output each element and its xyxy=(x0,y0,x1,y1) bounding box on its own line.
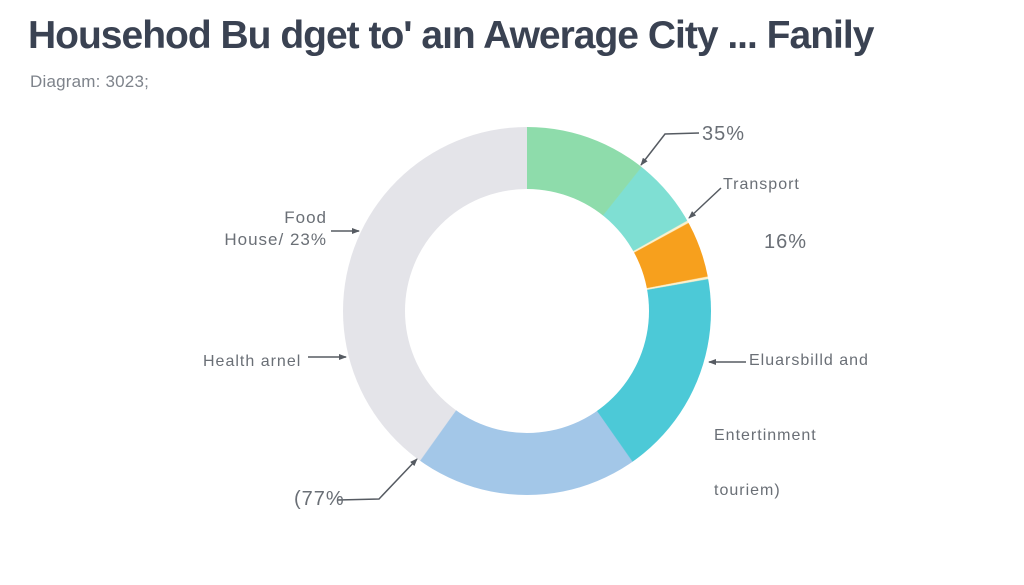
callout-arrow-77pct xyxy=(337,458,418,501)
callout-label-touriem: touriem) xyxy=(714,482,781,499)
callout-label-eluarsbilld: Eluarsbilld and xyxy=(749,352,869,369)
callout-arrow-transport xyxy=(688,187,722,219)
callout-label-35pct: 35% xyxy=(702,123,746,145)
callout-label-food-house: Food House/ 23% xyxy=(180,209,327,248)
callout-label-food: Food xyxy=(284,208,327,227)
callout-label-transport: Transport xyxy=(723,176,800,193)
callout-label-entertinment: Entertinment xyxy=(714,427,817,444)
page-title: Househod Bu dget to' aın Awerage City ..… xyxy=(28,14,874,57)
callout-arrow-35pct xyxy=(640,132,700,166)
donut-hole xyxy=(405,189,649,433)
callout-label-health: Health arnel xyxy=(203,353,302,370)
callout-label-77pct: (77% xyxy=(294,488,345,510)
callout-label-16pct: 16% xyxy=(764,231,808,253)
callout-label-house23: House/ 23% xyxy=(224,230,327,249)
page-subtitle: Diagram: 3023; xyxy=(30,72,150,91)
